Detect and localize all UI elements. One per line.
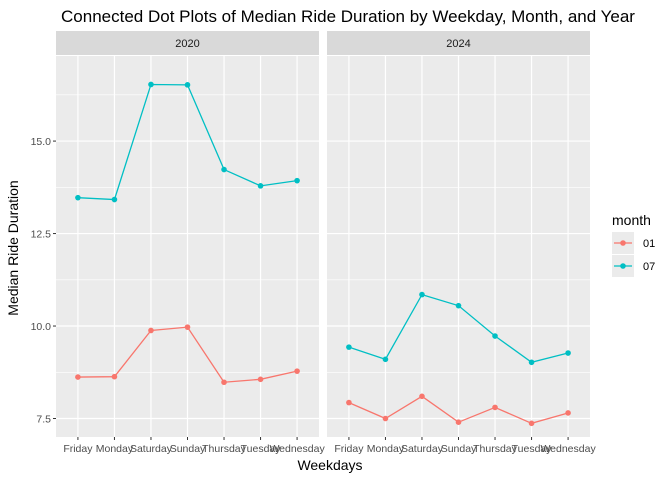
data-point xyxy=(184,82,191,88)
panel-2020: 2020 Friday MondaySaturdaySundayThursdayTu… xyxy=(31,31,325,455)
legend-key-point xyxy=(620,240,626,246)
legend: month 01 07 xyxy=(612,212,655,277)
legend-key-point xyxy=(620,263,626,269)
data-point xyxy=(455,419,462,426)
series-07 xyxy=(346,291,571,366)
data-point xyxy=(565,350,571,356)
data-point xyxy=(148,327,154,334)
data-point xyxy=(382,415,389,422)
data-point xyxy=(294,368,300,374)
x-tick-label: Thursday xyxy=(202,443,247,455)
data-point xyxy=(419,393,425,400)
data-point xyxy=(221,379,227,386)
x-tick-label: Wednesday xyxy=(540,443,596,455)
data-point xyxy=(346,344,352,350)
legend-label: 01 xyxy=(643,238,655,250)
data-point xyxy=(294,177,300,184)
data-point xyxy=(184,324,191,330)
y-tick-label: 7.5 xyxy=(36,414,51,426)
y-tick-label: 15.0 xyxy=(31,136,52,148)
legend-label: 07 xyxy=(643,261,655,273)
y-tick-label: 12.5 xyxy=(31,229,52,241)
data-point xyxy=(221,166,227,173)
strip-background xyxy=(327,31,590,55)
x-tick-label: Saturday xyxy=(401,443,444,455)
data-point xyxy=(148,81,154,88)
legend-entry-01: 01 xyxy=(612,232,655,254)
data-point xyxy=(346,399,352,406)
panel-2024: 2024 Friday MondaySaturdaySundayThursdayTu… xyxy=(327,31,596,455)
x-axis-title: Weekdays xyxy=(297,457,362,473)
data-point xyxy=(455,302,462,309)
data-point xyxy=(492,404,498,411)
legend-title: month xyxy=(612,212,651,228)
x-tick-label: Monday xyxy=(367,443,405,455)
data-point xyxy=(528,359,535,366)
series-01 xyxy=(346,393,571,427)
strip-label: 2024 xyxy=(446,38,470,50)
data-point xyxy=(111,373,118,380)
series-07 xyxy=(75,81,300,203)
x-tick-label: Monday xyxy=(96,443,134,455)
x-tick-label: Tuesday xyxy=(512,443,553,455)
x-tick-label: Friday xyxy=(63,443,93,455)
x-tick-label: Saturday xyxy=(130,443,173,455)
data-point xyxy=(565,410,571,416)
strip-background xyxy=(56,31,319,55)
strip-label: 2020 xyxy=(175,38,199,50)
data-point xyxy=(111,196,118,203)
series-01 xyxy=(75,324,300,386)
data-point xyxy=(75,374,81,380)
x-tick-label: Wednesday xyxy=(269,443,325,455)
data-point xyxy=(257,183,264,189)
data-point xyxy=(75,194,81,201)
x-tick-label: Sunday xyxy=(170,443,206,455)
data-point xyxy=(257,376,264,383)
x-tick-label: Friday xyxy=(334,443,364,455)
x-tick-label: Thursday xyxy=(473,443,518,455)
chart-title: Connected Dot Plots of Median Ride Durat… xyxy=(61,7,635,26)
x-tick-label: Sunday xyxy=(441,443,477,455)
y-axis-title: Median Ride Duration xyxy=(5,180,21,315)
data-point xyxy=(382,356,389,363)
x-tick-label: Tuesday xyxy=(241,443,282,455)
y-tick-label: 10.0 xyxy=(31,321,52,333)
data-point xyxy=(419,291,425,298)
legend-entry-07: 07 xyxy=(612,255,655,277)
data-point xyxy=(492,333,498,339)
data-point xyxy=(528,420,535,427)
